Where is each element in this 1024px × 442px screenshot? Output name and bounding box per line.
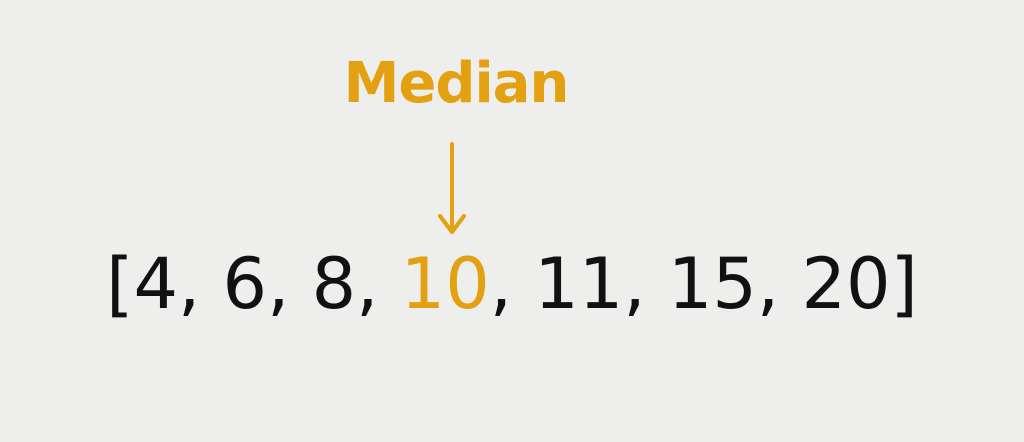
down-arrow-icon — [438, 142, 466, 234]
number-sequence: [4, 6, 8, 10, 11, 15, 20] — [0, 242, 1024, 326]
separator: , — [267, 243, 312, 325]
separator: , — [623, 243, 668, 325]
separator: , — [489, 243, 535, 325]
separator: , — [178, 243, 223, 325]
close-bracket: ] — [890, 243, 918, 325]
open-bracket: [ — [106, 243, 134, 325]
separator: , — [756, 243, 802, 325]
separator: , — [356, 243, 401, 325]
item-2: 8 — [311, 243, 357, 325]
median-label: Median — [343, 51, 570, 116]
item-1: 6 — [222, 243, 268, 325]
item-0: 4 — [133, 243, 179, 325]
item-6: 20 — [801, 243, 891, 325]
item-4: 11 — [534, 243, 624, 325]
median-value: 10 — [400, 243, 490, 325]
item-5: 15 — [667, 243, 757, 325]
